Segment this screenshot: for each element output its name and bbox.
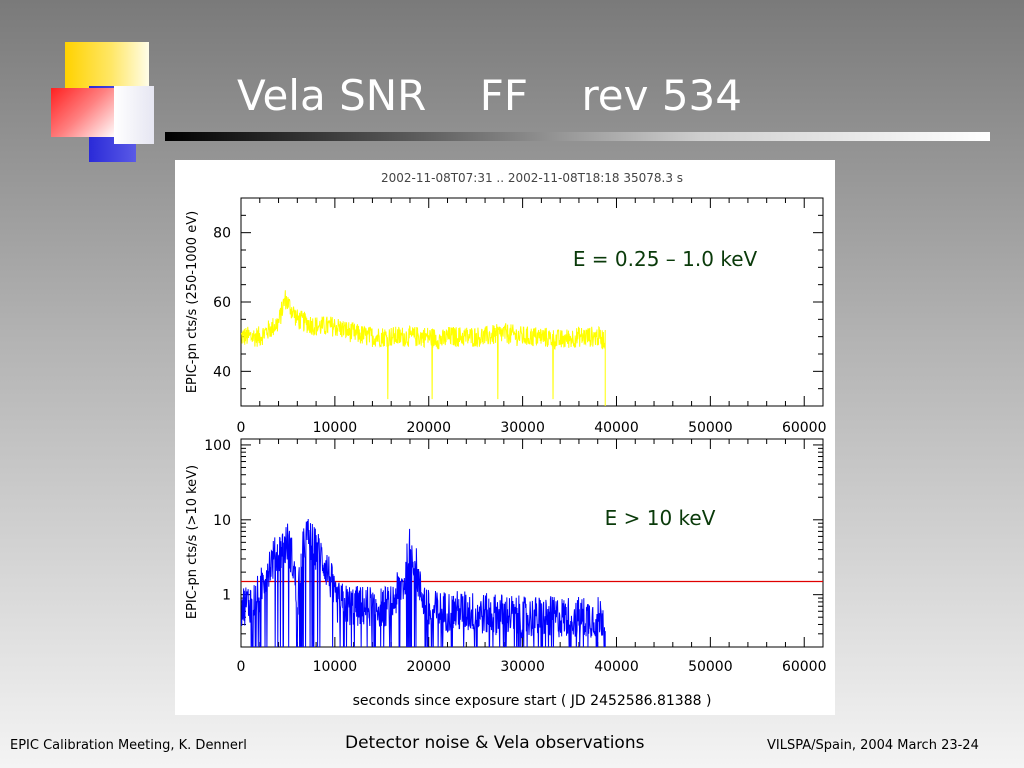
soft-band-annotation: E = 0.25 – 1.0 keV — [573, 247, 758, 271]
top-y-tick-label: 40 — [213, 364, 231, 380]
top-y-axis-label: EPIC-pn cts/s (250-1000 eV) — [185, 211, 200, 393]
observation-time-header: 2002-11-08T07:31 .. 2002-11-08T18:18 350… — [381, 171, 683, 185]
hard-band-annotation: E > 10 keV — [605, 506, 716, 530]
bottom-y-tick-label: 1 — [222, 588, 231, 604]
logo-white-square — [114, 86, 154, 144]
bottom-series-line — [241, 519, 606, 647]
title-underline-bar — [165, 132, 990, 141]
footer-topic: Detector noise & Vela observations — [345, 733, 645, 753]
footer-meeting: EPIC Calibration Meeting, K. Dennerl — [10, 738, 247, 753]
bottom-y-axis-label: EPIC-pn cts/s (>10 keV) — [185, 465, 200, 619]
bottom-x-tick-label: 30000 — [500, 659, 545, 675]
slide-title: Vela SNR FF rev 534 — [237, 71, 743, 120]
top-x-tick-label: 60000 — [782, 420, 827, 436]
top-x-tick-label: 40000 — [594, 420, 639, 436]
bottom-x-tick-label: 50000 — [688, 659, 733, 675]
bottom-y-tick-label: 100 — [204, 438, 231, 454]
bottom-x-tick-label: 0 — [237, 659, 246, 675]
bottom-x-tick-label: 40000 — [594, 659, 639, 675]
top-x-tick-label: 10000 — [313, 420, 358, 436]
bottom-x-tick-label: 60000 — [782, 659, 827, 675]
bottom-y-tick-label: 10 — [213, 513, 231, 529]
top-x-tick-label: 30000 — [500, 420, 545, 436]
bottom-x-tick-label: 20000 — [406, 659, 451, 675]
top-x-tick-label: 20000 — [406, 420, 451, 436]
bottom-plot-frame — [240, 438, 824, 648]
top-series-line — [241, 290, 606, 406]
footer-venue-date: VILSPA/Spain, 2004 March 23-24 — [767, 738, 979, 753]
top-x-tick-label: 0 — [237, 420, 246, 436]
top-x-tick-label: 50000 — [688, 420, 733, 436]
logo-red-square — [51, 88, 115, 137]
bottom-x-tick-label: 10000 — [313, 659, 358, 675]
top-y-tick-label: 60 — [213, 295, 231, 311]
top-y-tick-label: 80 — [213, 226, 231, 242]
x-axis-label: seconds since exposure start ( JD 245258… — [353, 693, 712, 709]
